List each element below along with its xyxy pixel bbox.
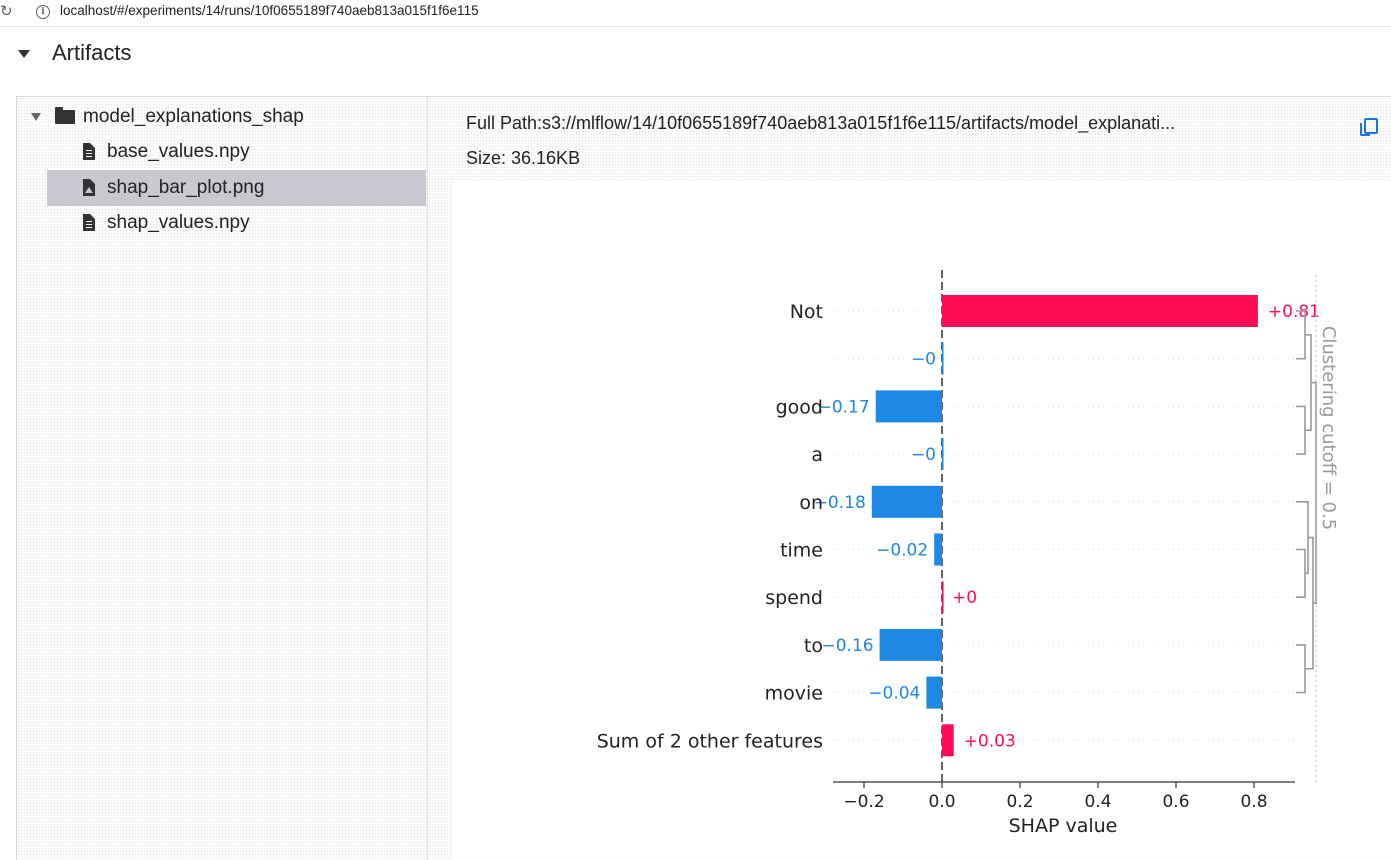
value-label: +0: [952, 588, 977, 608]
x-tick-label: −0.2: [843, 792, 884, 812]
artifacts-section-header[interactable]: Artifacts: [0, 36, 400, 72]
value-label: +0.81: [1268, 302, 1320, 322]
artifact-details: Full Path:s3://mlflow/14/10f0655189f740a…: [443, 97, 1391, 860]
file-icon: [83, 143, 95, 160]
tree-file-base-values[interactable]: base_values.npy: [47, 134, 426, 170]
file-label: shap_values.npy: [107, 212, 250, 233]
shap-bar: [926, 676, 942, 709]
value-label: −0.04: [868, 684, 920, 704]
shap-bar: [875, 390, 942, 423]
shap-bar: [934, 533, 942, 566]
value-label: −0.17: [818, 397, 870, 417]
value-label: −0.16: [821, 636, 873, 656]
artifact-tree: model_explanations_shap base_values.npy …: [17, 97, 428, 860]
category-label: to: [804, 635, 823, 657]
folder-icon: [55, 107, 75, 124]
shap-bar: [942, 295, 1258, 327]
category-label: time: [780, 540, 823, 562]
folder-label: model_explanations_shap: [83, 106, 304, 127]
x-tick-label: 0.8: [1240, 792, 1267, 812]
reload-icon[interactable]: ↻: [0, 3, 13, 20]
shap-bar: [942, 438, 944, 471]
shap-bar: [871, 485, 942, 518]
copy-icon[interactable]: [1360, 118, 1378, 136]
tree-file-shap-values[interactable]: shap_values.npy: [47, 205, 426, 241]
value-label: +0.03: [964, 731, 1016, 751]
image-file-icon: [83, 179, 95, 196]
category-label: good: [776, 396, 823, 418]
value-label: −0: [911, 350, 936, 370]
tree-file-shap-bar-plot[interactable]: shap_bar_plot.png: [47, 170, 426, 206]
x-tick-label: 0.6: [1162, 792, 1189, 812]
x-tick-label: 0.2: [1006, 792, 1033, 812]
shap-bar-plot-image: +0.81 Not −0 −0.17 good −0 a −0.18 on −0.02 time +0…: [453, 180, 1391, 859]
clustering-cutoff-label: Clustering cutoff = 0.5: [1318, 326, 1339, 530]
x-tick-label: 0.4: [1084, 792, 1111, 812]
info-icon[interactable]: i: [36, 5, 50, 19]
full-path-text: Full Path:s3://mlflow/14/10f0655189f740a…: [466, 113, 1176, 133]
dendrogram-bracket: [1296, 405, 1306, 455]
section-title: Artifacts: [52, 40, 132, 65]
x-tick-label: 0.0: [928, 792, 955, 812]
caret-down-icon[interactable]: [18, 50, 30, 58]
category-label: Sum of 2 other features: [597, 730, 823, 752]
dendrogram-bracket: [1305, 334, 1312, 432]
value-label: −0: [911, 445, 936, 465]
shap-bar: [942, 724, 954, 757]
shap-bar: [879, 628, 942, 661]
dendrogram-bracket: [1296, 548, 1306, 598]
tree-folder-model-explanations-shap[interactable]: model_explanations_shap: [17, 99, 426, 135]
dendrogram-bracket: [1311, 381, 1317, 604]
dendrogram-bracket: [1296, 501, 1309, 575]
value-label: −0.02: [876, 541, 928, 561]
browser-address-bar[interactable]: ↻ i localhost/#/experiments/14/runs/10f0…: [0, 0, 1391, 27]
category-label: a: [811, 444, 823, 466]
shap-bar: [942, 581, 944, 614]
x-axis-label: SHAP value: [1009, 815, 1118, 837]
category-label: spend: [765, 587, 823, 609]
file-label: base_values.npy: [107, 141, 250, 162]
value-label: −0.18: [814, 493, 866, 513]
category-label: movie: [765, 683, 823, 705]
file-label: shap_bar_plot.png: [107, 177, 265, 198]
dendrogram-bracket: [1296, 644, 1306, 694]
dendrogram-bracket: [1305, 536, 1314, 670]
category-label: on: [799, 492, 823, 514]
shap-bar: [942, 342, 944, 375]
url-text[interactable]: localhost/#/experiments/14/runs/10f06551…: [60, 3, 479, 18]
category-label: Not: [790, 301, 823, 323]
tree-caret-icon[interactable]: [31, 113, 41, 121]
file-icon: [83, 214, 95, 231]
size-text: Size: 36.16KB: [466, 148, 581, 168]
